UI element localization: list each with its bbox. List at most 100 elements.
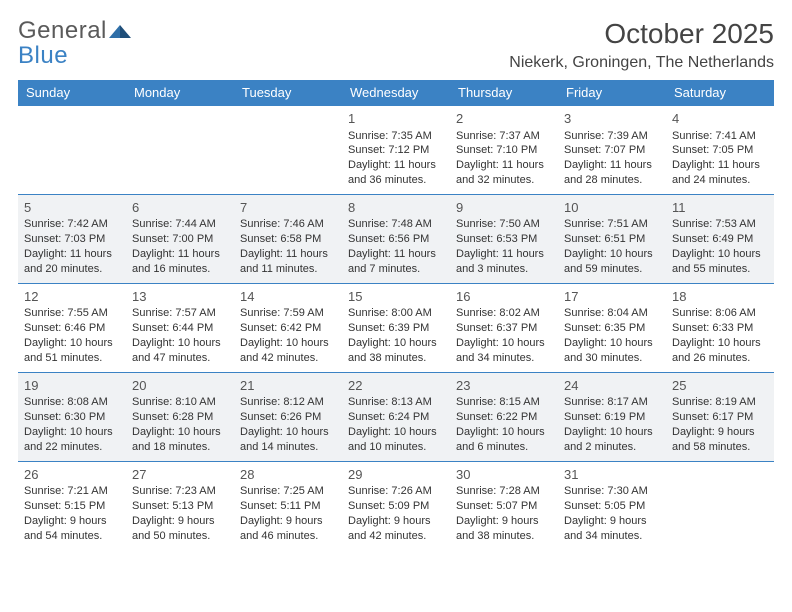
day-number: 25 [672,377,768,395]
sunset-text: Sunset: 6:44 PM [132,321,228,336]
daylight-text: Daylight: 10 hours [456,425,552,440]
day-number: 17 [564,288,660,306]
sunrise-text: Sunrise: 7:26 AM [348,484,444,499]
daylight-text: and 6 minutes. [456,440,552,455]
day-number: 15 [348,288,444,306]
day-number: 5 [24,199,120,217]
daylight-text: and 20 minutes. [24,262,120,277]
day-cell [666,461,774,549]
sunset-text: Sunset: 6:53 PM [456,232,552,247]
daylight-text: Daylight: 10 hours [456,336,552,351]
day-cell: 6Sunrise: 7:44 AMSunset: 7:00 PMDaylight… [126,194,234,283]
header: GeneralBlue October 2025 Niekerk, Gronin… [18,18,774,72]
sunrise-text: Sunrise: 8:00 AM [348,306,444,321]
sunrise-text: Sunrise: 8:06 AM [672,306,768,321]
sunset-text: Sunset: 5:07 PM [456,499,552,514]
daylight-text: Daylight: 10 hours [24,425,120,440]
daylight-text: and 30 minutes. [564,351,660,366]
day-cell: 25Sunrise: 8:19 AMSunset: 6:17 PMDayligh… [666,372,774,461]
day-number: 7 [240,199,336,217]
sunrise-text: Sunrise: 8:15 AM [456,395,552,410]
day-cell: 14Sunrise: 7:59 AMSunset: 6:42 PMDayligh… [234,283,342,372]
sunrise-text: Sunrise: 8:13 AM [348,395,444,410]
day-cell: 7Sunrise: 7:46 AMSunset: 6:58 PMDaylight… [234,194,342,283]
daylight-text: and 58 minutes. [672,440,768,455]
daylight-text: Daylight: 11 hours [24,247,120,262]
location: Niekerk, Groningen, The Netherlands [509,54,774,72]
daylight-text: and 59 minutes. [564,262,660,277]
day-number: 31 [564,466,660,484]
sunset-text: Sunset: 7:12 PM [348,143,444,158]
daylight-text: and 42 minutes. [240,351,336,366]
daylight-text: and 36 minutes. [348,173,444,188]
day-number: 4 [672,110,768,128]
day-number: 19 [24,377,120,395]
daylight-text: Daylight: 9 hours [348,514,444,529]
day-number: 6 [132,199,228,217]
sunrise-text: Sunrise: 7:53 AM [672,217,768,232]
daylight-text: Daylight: 9 hours [132,514,228,529]
day-header: Saturday [666,80,774,106]
week-row: 12Sunrise: 7:55 AMSunset: 6:46 PMDayligh… [18,283,774,372]
day-header: Thursday [450,80,558,106]
day-number: 18 [672,288,768,306]
daylight-text: and 55 minutes. [672,262,768,277]
day-cell: 19Sunrise: 8:08 AMSunset: 6:30 PMDayligh… [18,372,126,461]
daylight-text: and 3 minutes. [456,262,552,277]
sunset-text: Sunset: 6:58 PM [240,232,336,247]
sunrise-text: Sunrise: 7:39 AM [564,129,660,144]
day-cell: 2Sunrise: 7:37 AMSunset: 7:10 PMDaylight… [450,106,558,195]
daylight-text: and 18 minutes. [132,440,228,455]
daylight-text: and 50 minutes. [132,529,228,544]
sunset-text: Sunset: 6:26 PM [240,410,336,425]
sunset-text: Sunset: 6:42 PM [240,321,336,336]
daylight-text: Daylight: 11 hours [564,158,660,173]
day-number: 2 [456,110,552,128]
daylight-text: and 54 minutes. [24,529,120,544]
sunset-text: Sunset: 6:22 PM [456,410,552,425]
sunset-text: Sunset: 6:33 PM [672,321,768,336]
day-cell: 12Sunrise: 7:55 AMSunset: 6:46 PMDayligh… [18,283,126,372]
day-number: 29 [348,466,444,484]
day-number: 10 [564,199,660,217]
day-number: 22 [348,377,444,395]
sunrise-text: Sunrise: 7:48 AM [348,217,444,232]
daylight-text: Daylight: 11 hours [348,158,444,173]
sunrise-text: Sunrise: 8:08 AM [24,395,120,410]
daylight-text: and 38 minutes. [348,351,444,366]
day-number: 8 [348,199,444,217]
sunset-text: Sunset: 5:05 PM [564,499,660,514]
daylight-text: Daylight: 11 hours [456,247,552,262]
daylight-text: and 14 minutes. [240,440,336,455]
sunrise-text: Sunrise: 8:04 AM [564,306,660,321]
page-title: October 2025 [509,18,774,50]
sunset-text: Sunset: 6:56 PM [348,232,444,247]
sunset-text: Sunset: 7:05 PM [672,143,768,158]
day-number: 28 [240,466,336,484]
sunset-text: Sunset: 5:15 PM [24,499,120,514]
day-cell: 20Sunrise: 8:10 AMSunset: 6:28 PMDayligh… [126,372,234,461]
day-cell: 18Sunrise: 8:06 AMSunset: 6:33 PMDayligh… [666,283,774,372]
daylight-text: and 46 minutes. [240,529,336,544]
day-cell: 24Sunrise: 8:17 AMSunset: 6:19 PMDayligh… [558,372,666,461]
daylight-text: Daylight: 9 hours [240,514,336,529]
daylight-text: Daylight: 10 hours [240,425,336,440]
day-cell: 11Sunrise: 7:53 AMSunset: 6:49 PMDayligh… [666,194,774,283]
daylight-text: Daylight: 9 hours [672,425,768,440]
sunrise-text: Sunrise: 7:23 AM [132,484,228,499]
daylight-text: and 24 minutes. [672,173,768,188]
daylight-text: and 26 minutes. [672,351,768,366]
day-cell: 30Sunrise: 7:28 AMSunset: 5:07 PMDayligh… [450,461,558,549]
daylight-text: Daylight: 11 hours [240,247,336,262]
sunset-text: Sunset: 6:30 PM [24,410,120,425]
day-cell [18,106,126,195]
day-cell: 28Sunrise: 7:25 AMSunset: 5:11 PMDayligh… [234,461,342,549]
sunrise-text: Sunrise: 7:21 AM [24,484,120,499]
day-cell: 13Sunrise: 7:57 AMSunset: 6:44 PMDayligh… [126,283,234,372]
logo-word1: General [18,17,107,44]
sunset-text: Sunset: 7:00 PM [132,232,228,247]
daylight-text: and 2 minutes. [564,440,660,455]
sunrise-text: Sunrise: 7:25 AM [240,484,336,499]
logo: GeneralBlue [18,18,131,68]
day-header: Wednesday [342,80,450,106]
